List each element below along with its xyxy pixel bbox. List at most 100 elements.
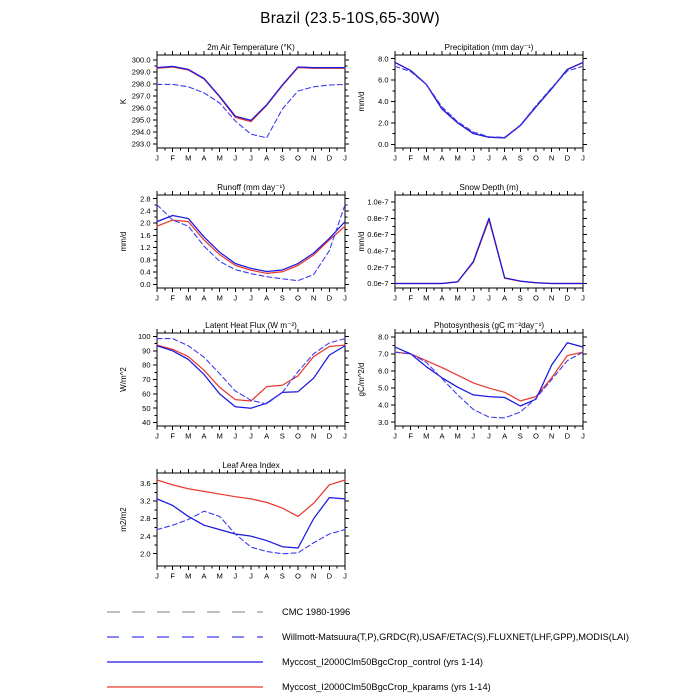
x-tick-label: J	[233, 154, 237, 163]
x-tick-label: A	[264, 154, 270, 163]
x-tick-label: A	[439, 294, 445, 303]
x-tick-label: J	[155, 572, 159, 581]
x-tick-label: J	[233, 432, 237, 441]
y-tick-label: 0.0e-7	[367, 279, 388, 288]
x-tick-label: O	[533, 432, 539, 441]
series-kparams	[156, 219, 346, 274]
x-tick-label: O	[295, 572, 301, 581]
x-tick-label: N	[549, 432, 554, 441]
y-tick-label: 2.8	[140, 514, 150, 523]
x-tick-label: O	[295, 294, 301, 303]
x-tick-label: A	[201, 154, 207, 163]
series-kparams	[156, 66, 346, 123]
panel-leaf-area-index: Leaf Area Index m2/m2 J F M A M J J A S O N D J 2.0 2.4 2…	[117, 459, 357, 599]
x-tick-label: D	[565, 154, 571, 163]
x-tick-label: J	[581, 154, 585, 163]
y-axis-label: mm/d	[357, 232, 366, 252]
y-tick-label: 3.2	[140, 497, 150, 506]
y-tick-label: 2.0	[140, 549, 150, 558]
legend-line-control	[107, 660, 263, 663]
y-tick-label: 295.0	[132, 115, 151, 124]
y-tick-label: 3.6	[140, 479, 150, 488]
x-tick-label: M	[217, 572, 223, 581]
figure-title: Brazil (23.5-10S,65-30W)	[260, 10, 440, 27]
legend-label-kparams: Myccost_I2000Clm50BgcCrop_kparams (yrs 1…	[282, 681, 491, 692]
y-tick-label: 0.4	[140, 268, 150, 277]
x-tick-label: S	[280, 154, 285, 163]
y-tick-label: 293.0	[132, 139, 151, 148]
x-tick-label: M	[217, 432, 223, 441]
chart-title: Snow Depth (m)	[459, 183, 518, 192]
y-axis-label: mm/d	[119, 232, 128, 252]
y-tick-label: 6.0	[378, 76, 388, 85]
x-tick-label: M	[185, 294, 191, 303]
x-tick-label: A	[264, 572, 270, 581]
chart-title: Leaf Area Index	[222, 461, 279, 470]
chart-snow-depth: Snow Depth (m) mm/d J F M A M J J A S O N D J 0.0e-7 0.2…	[357, 183, 587, 303]
x-tick-label: J	[393, 294, 397, 303]
legend-line-kparams	[107, 685, 263, 688]
y-axis-label: gC/m^2/d	[357, 363, 366, 397]
plot-frame	[156, 332, 346, 427]
series-control	[156, 214, 346, 273]
x-tick-label: A	[264, 432, 270, 441]
y-tick-label: 40	[142, 418, 150, 427]
y-tick-label: 2.4	[140, 207, 150, 216]
y-tick-label: 297.0	[132, 91, 151, 100]
series-control	[156, 496, 346, 549]
y-tick-label: 50	[142, 404, 150, 413]
y-tick-label: 60	[142, 389, 150, 398]
y-tick-label: 5.0	[378, 384, 388, 393]
x-tick-label: M	[185, 572, 191, 581]
legend-label-observations: Willmott-Matsuura(T,P),GRDC(R),USAF/ETAC…	[282, 631, 629, 642]
series-kparams	[156, 344, 346, 402]
x-tick-label: A	[264, 294, 270, 303]
chart-title: Precipitation (mm day⁻¹)	[445, 43, 534, 52]
y-tick-label: 0.8	[140, 255, 150, 264]
panel-photosynthesis: Photosynthesis (gC m⁻²day⁻¹) gC/m^2/d J F M A…	[355, 319, 595, 459]
series-control	[156, 345, 346, 409]
x-tick-label: F	[408, 432, 413, 441]
x-tick-label: S	[280, 432, 285, 441]
legend-label-control: Myccost_I2000Clm50BgcCrop_control (yrs 1…	[282, 656, 483, 667]
x-tick-label: F	[170, 294, 175, 303]
x-tick-label: J	[249, 432, 253, 441]
y-tick-label: 2.4	[140, 532, 150, 541]
legend-line-cmc	[107, 610, 263, 613]
x-tick-label: D	[327, 432, 333, 441]
panel-air-temperature: 2m Air Temperature (°K) K J F M A M J J A S O N D J 293…	[117, 41, 357, 181]
x-tick-label: N	[549, 154, 554, 163]
x-tick-label: D	[327, 572, 333, 581]
x-tick-label: J	[343, 294, 347, 303]
x-tick-label: A	[201, 294, 207, 303]
x-tick-label: S	[518, 294, 523, 303]
x-tick-label: J	[581, 294, 585, 303]
series-control	[394, 342, 584, 407]
x-tick-label: M	[455, 432, 461, 441]
x-tick-label: O	[533, 294, 539, 303]
series-obs	[156, 83, 346, 139]
x-tick-label: F	[170, 154, 175, 163]
legend-item-control: Myccost_I2000Clm50BgcCrop_control (yrs 1…	[105, 649, 685, 674]
x-tick-label: M	[455, 294, 461, 303]
x-tick-label: J	[249, 154, 253, 163]
series-control	[394, 217, 584, 285]
series-control	[394, 61, 584, 139]
y-tick-label: 6.0	[378, 367, 388, 376]
x-tick-label: D	[327, 294, 333, 303]
legend: CMC 1980-1996 Willmott-Matsuura(T,P),GRD…	[105, 599, 685, 699]
x-tick-label: A	[502, 154, 508, 163]
legend-item-cmc: CMC 1980-1996	[105, 599, 685, 624]
x-tick-label: S	[518, 154, 523, 163]
y-tick-label: 294.0	[132, 127, 151, 136]
x-tick-label: J	[249, 294, 253, 303]
y-tick-label: 70	[142, 375, 150, 384]
x-tick-label: M	[455, 154, 461, 163]
plot-frame	[394, 332, 584, 427]
legend-item-kparams: Myccost_I2000Clm50BgcCrop_kparams (yrs 1…	[105, 674, 685, 699]
x-tick-label: M	[217, 154, 223, 163]
y-axis-label: K	[119, 98, 128, 104]
x-tick-label: J	[393, 432, 397, 441]
x-tick-label: J	[233, 572, 237, 581]
chart-title: Runoff (mm day⁻¹)	[217, 183, 285, 192]
